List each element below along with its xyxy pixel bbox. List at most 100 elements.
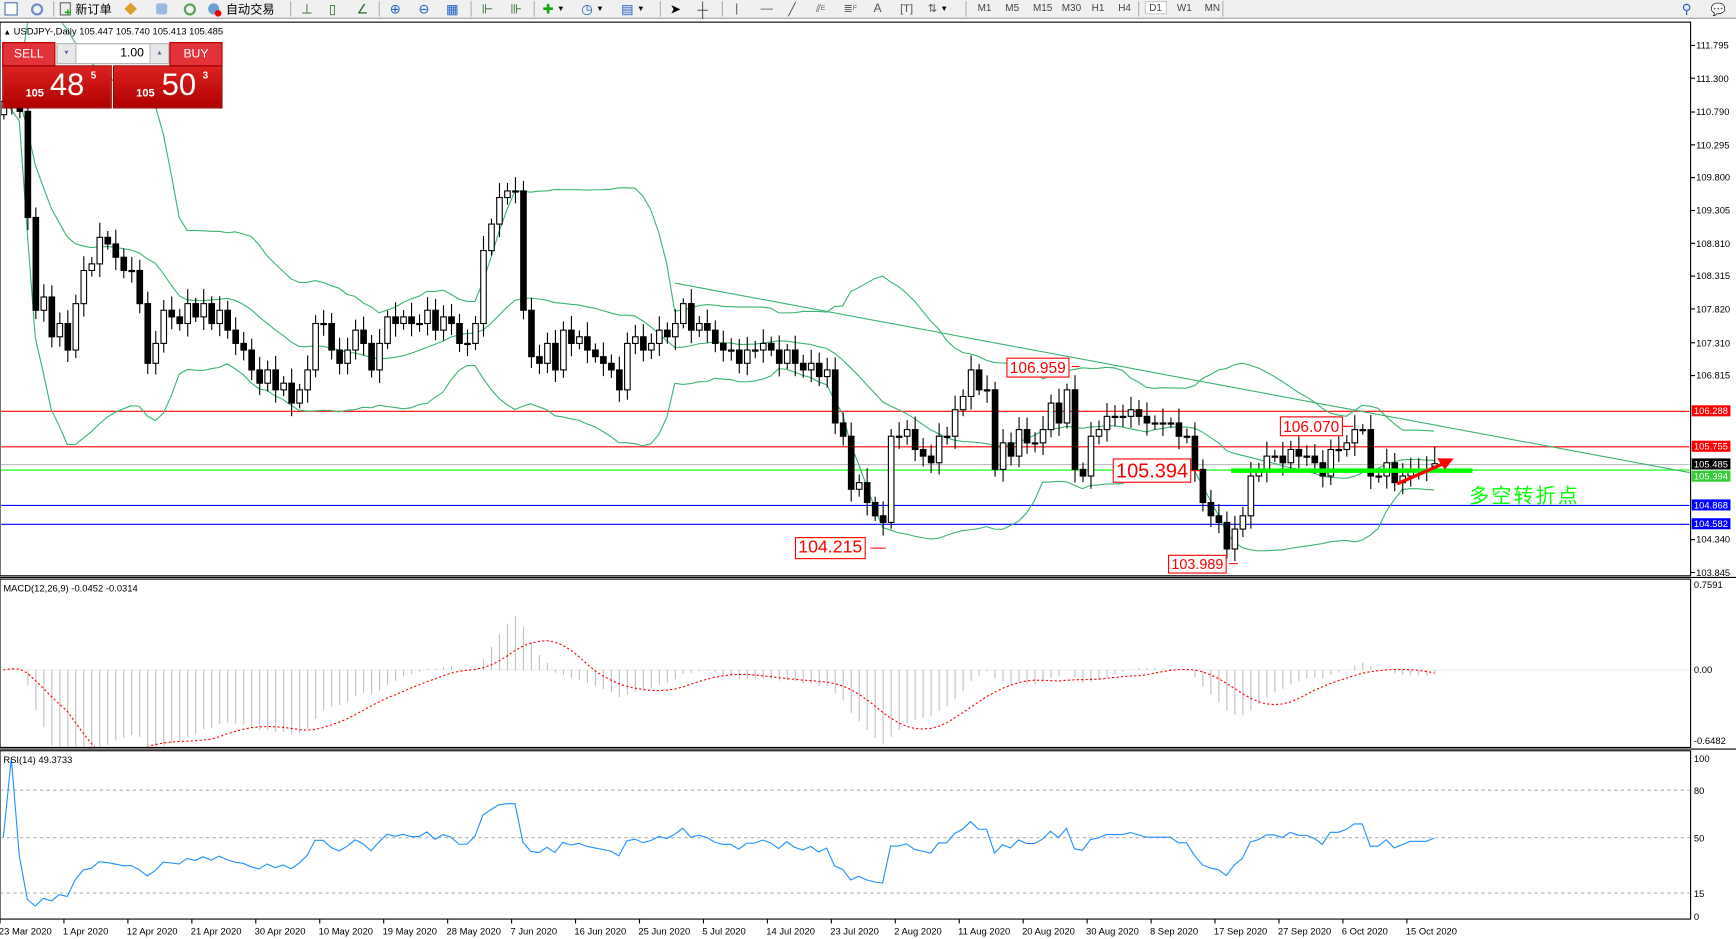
periods-dropdown-icon[interactable]: ◷ ▼ — [581, 1, 604, 17]
tile-windows-icon[interactable]: ▦ — [446, 1, 459, 17]
candle-body — [839, 422, 847, 437]
terminal-icon[interactable] — [156, 0, 168, 18]
horizontal-line-icon[interactable]: — — [760, 2, 773, 16]
buy-price-button[interactable]: 105 50 3 — [112, 65, 223, 109]
candle-body — [192, 303, 200, 318]
candle — [1327, 439, 1335, 486]
candle-body — [408, 316, 415, 325]
candle-body — [488, 223, 495, 252]
equidistant-channel-icon[interactable]: ⫽ E — [815, 2, 826, 15]
candle-body — [1047, 402, 1055, 431]
candle-body — [624, 342, 631, 391]
candle-body — [296, 389, 303, 404]
bollinger-lower-band — [2, 101, 1435, 552]
candle — [735, 338, 743, 374]
candle — [879, 501, 887, 536]
chart-shift-icon[interactable]: ⊪ — [510, 1, 522, 17]
candlestick-chart-icon[interactable]: ▯ — [328, 1, 337, 17]
buy-price-fraction: 3 — [202, 69, 209, 81]
chat-icon[interactable]: 💬 — [1710, 2, 1726, 17]
timeframe-h1[interactable]: H1 — [1091, 2, 1105, 14]
candle-body — [727, 349, 735, 352]
auto-scroll-icon[interactable]: ⊩ — [481, 1, 494, 17]
timeframe-m30[interactable]: M30 — [1061, 2, 1082, 14]
timeframe-d1[interactable]: D1 — [1144, 1, 1167, 15]
price-label-103989[interactable]: 103.989 — [1168, 554, 1227, 574]
candle-body — [656, 329, 663, 344]
candle — [695, 315, 703, 337]
candle-body — [751, 349, 759, 352]
collapse-arrow-icon[interactable]: ▲ — [3, 28, 12, 37]
candle — [727, 338, 735, 361]
candle — [280, 376, 287, 397]
price-label-104215[interactable]: 104.215 — [794, 537, 866, 560]
candle — [248, 338, 255, 381]
candle-body — [344, 349, 351, 364]
candle-body — [456, 322, 463, 344]
signals-icon[interactable] — [183, 0, 196, 18]
timeframe-m1[interactable]: M1 — [977, 2, 992, 14]
text-label-icon[interactable]: [T] — [900, 2, 914, 15]
candle-body — [1095, 429, 1103, 437]
vertical-line-icon[interactable]: | — [735, 2, 739, 16]
zoom-out-icon[interactable]: ⊖ — [418, 1, 430, 17]
line-chart-icon[interactable]: ∠ — [356, 1, 369, 17]
candle — [384, 310, 391, 349]
crosshair-icon[interactable]: ┼ — [697, 0, 708, 18]
lot-increase-button[interactable]: ▲ — [149, 44, 169, 64]
candle — [48, 285, 56, 348]
indicators-dropdown-icon[interactable]: ✚ ▼ — [542, 1, 565, 17]
candle-body — [687, 303, 695, 331]
fibonacci-icon[interactable]: ≣ F — [843, 2, 857, 15]
navigator-search-icon[interactable] — [30, 0, 44, 18]
candle-body — [680, 303, 687, 325]
price-label-106070[interactable]: 106.070 — [1279, 416, 1343, 437]
date-axis-label: 23 Mar 2020 — [0, 925, 52, 937]
date-axis-label: 11 Aug 2020 — [958, 925, 1011, 937]
date-axis-label: 23 Jul 2020 — [830, 925, 879, 937]
arrows-dropdown-icon[interactable]: ⇅ ▼ — [927, 2, 949, 15]
candle — [919, 438, 927, 467]
candle — [360, 316, 367, 356]
timeframe-m15[interactable]: M15 — [1032, 2, 1053, 14]
candle-body — [224, 309, 232, 331]
lot-size-stepper[interactable]: ▼ 1.00 ▲ — [56, 43, 170, 65]
candle-body — [1127, 409, 1135, 417]
market-watch-icon[interactable] — [4, 0, 18, 18]
trendline-icon[interactable]: ╱ — [788, 2, 796, 17]
candle — [344, 337, 351, 375]
bar-chart-icon[interactable]: ⊥ — [301, 1, 313, 17]
lot-size-input[interactable]: 1.00 — [120, 46, 144, 60]
candle — [648, 333, 655, 360]
candle-body — [927, 455, 935, 464]
reversal-point-annotation[interactable]: 多空转折点 — [1469, 485, 1580, 509]
new-order-button[interactable]: + 新订单 — [59, 0, 112, 19]
zoom-in-icon[interactable]: ⊕ — [389, 1, 401, 17]
search-icon[interactable]: ⚲ — [1681, 1, 1692, 17]
candle-body — [600, 356, 607, 364]
price-label-105394[interactable]: 105.394 — [1112, 458, 1192, 483]
timeframe-w1[interactable]: W1 — [1176, 2, 1192, 14]
candle-body — [664, 329, 671, 338]
auto-trading-button[interactable]: 自动交易 — [208, 0, 275, 18]
candle — [1015, 417, 1023, 468]
candle-body — [480, 250, 487, 325]
timeframe-mn[interactable]: MN — [1204, 2, 1221, 14]
cursor-icon[interactable]: ➤ — [669, 1, 681, 17]
candle — [847, 422, 855, 502]
price-label-106959[interactable]: 106.959 — [1006, 357, 1070, 378]
text-icon[interactable]: A — [873, 2, 882, 16]
buy-button[interactable]: BUY — [169, 42, 223, 67]
lot-decrease-button[interactable]: ▼ — [57, 44, 77, 64]
candle — [1239, 506, 1247, 538]
timeframe-h4[interactable]: H4 — [1118, 2, 1131, 14]
date-axis-label: 21 Apr 2020 — [190, 925, 242, 937]
sell-button[interactable]: SELL — [2, 42, 56, 67]
candle — [336, 337, 343, 375]
sell-price-button[interactable]: 105 48 5 — [2, 65, 112, 109]
candle-body — [887, 435, 895, 523]
timeframe-m5[interactable]: M5 — [1005, 2, 1020, 14]
templates-dropdown-icon[interactable]: ▤ ▼ — [621, 1, 645, 17]
candle-body — [1359, 429, 1367, 432]
